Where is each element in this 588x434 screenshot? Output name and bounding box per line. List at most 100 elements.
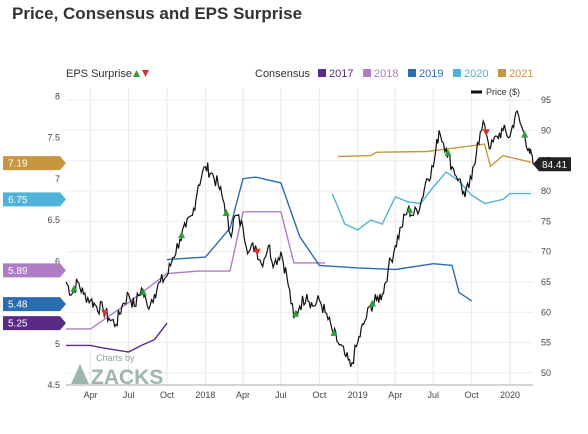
eps-badge-5.48: 5.48 [3, 297, 66, 312]
up-arrow-icon [521, 130, 529, 138]
eps-surprise-up-marker [222, 208, 230, 216]
eps-surprise-down-marker [101, 309, 109, 317]
left-tick-label: 7 [55, 174, 60, 184]
eps-badges: 7.19 6.75 5.89 5.48 5.25 84.41 [3, 156, 571, 331]
eps-badge-6.75: 6.75 [3, 192, 66, 207]
watermark-big: ZACKS [91, 366, 163, 389]
eps-badge-5.89: 5.89 [3, 263, 66, 278]
x-tick-label: Jul [427, 390, 439, 400]
down-arrow-icon [253, 248, 261, 256]
legend-swatch-2017 [318, 69, 326, 77]
eps-surprise-down-marker [253, 248, 261, 256]
eps-down-arrow-icon [142, 70, 149, 77]
consensus-label: Consensus [255, 68, 311, 80]
eps-surprise-up-marker [70, 284, 78, 292]
legend-label-2019: 2019 [419, 68, 443, 80]
eps-surprise-up-marker [139, 288, 147, 296]
eps-badge-7.19: 7.19 [3, 156, 66, 171]
labels: EPS Surprise Consensus 2017 2018 2019 2020 2… [3, 68, 571, 389]
x-tick-label: 2019 [348, 390, 368, 400]
x-tick-label: 2020 [500, 390, 520, 400]
right-tick-label: 90 [541, 125, 551, 135]
current-price-shape [533, 157, 571, 172]
down-arrow-icon [482, 129, 490, 137]
consensus-line-2017 [66, 322, 168, 353]
up-arrow-icon [222, 208, 230, 216]
eps-badge-text: 5.25 [8, 319, 28, 330]
x-tick-label: Oct [312, 390, 327, 400]
down-arrow-icon [101, 309, 109, 317]
right-tick-label: 55 [541, 338, 551, 348]
up-arrow-icon [292, 309, 300, 317]
price-legend-label: Price ($) [486, 87, 520, 97]
up-arrow-icon [139, 288, 147, 296]
eps-badge-shape [3, 297, 66, 312]
right-tick-label: 50 [541, 368, 551, 378]
eps-surprise-up-marker [444, 148, 452, 156]
legend-label-2018: 2018 [374, 68, 398, 80]
eps-badge-text: 6.75 [8, 195, 28, 206]
legend-label-2021: 2021 [509, 68, 533, 80]
up-arrow-icon [444, 148, 452, 156]
eps-surprise-up-marker [521, 130, 529, 138]
left-tick-label: 5 [55, 339, 60, 349]
up-arrow-icon [330, 328, 338, 336]
watermark-small: Charts by [96, 353, 135, 363]
zacks-logo-icon [71, 364, 89, 384]
x-tick-label: Jul [123, 390, 135, 400]
up-arrow-icon [405, 205, 413, 213]
consensus-line-2019 [166, 176, 473, 302]
eps-badge-shape [3, 192, 66, 207]
eps-badge-shape [3, 263, 66, 278]
x-tick-label: 2018 [195, 390, 215, 400]
legend-label-2020: 2020 [464, 68, 488, 80]
eps-surprise-up-marker [405, 205, 413, 213]
x-tick-label: Apr [236, 390, 250, 400]
eps-badge-text: 5.89 [8, 266, 28, 277]
page-title: Price, Consensus and EPS Surprise [12, 4, 303, 23]
legend-label-2017: 2017 [329, 68, 353, 80]
left-tick-label: 7.5 [47, 133, 60, 143]
right-tick-label: 75 [541, 216, 551, 226]
eps-surprise-up-marker [292, 309, 300, 317]
eps-surprise-up-marker [330, 328, 338, 336]
legend-swatch-2018 [363, 69, 371, 77]
right-tick-label: 60 [541, 307, 551, 317]
consensus-line-2020 [331, 171, 531, 231]
current-price-badge: 84.41 [533, 157, 571, 172]
left-tick-label: 6 [55, 256, 60, 266]
legend: 2017 2018 2019 2020 2021 [318, 68, 533, 80]
current-price-text: 84.41 [542, 160, 567, 171]
x-tick-label: Apr [388, 390, 402, 400]
x-tick-label: Oct [465, 390, 480, 400]
eps-surprise-markers [70, 129, 529, 336]
eps-surprise-down-marker [482, 129, 490, 137]
x-tick-label: Oct [160, 390, 175, 400]
up-arrow-icon [178, 231, 186, 239]
right-tick-label: 65 [541, 277, 551, 287]
up-arrow-icon [70, 284, 78, 292]
eps-badge-text: 5.48 [8, 300, 28, 311]
right-tick-label: 70 [541, 247, 551, 257]
eps-up-arrow-icon [133, 70, 140, 77]
right-tick-label: 95 [541, 95, 551, 105]
eps-badge-text: 7.19 [8, 159, 28, 170]
consensus-lines [66, 143, 532, 353]
left-tick-label: 8 [55, 91, 60, 101]
eps-badge-5.25: 5.25 [3, 316, 66, 331]
up-arrow-icon [368, 299, 376, 307]
eps-surprise-up-marker [368, 299, 376, 307]
left-tick-label: 6.5 [47, 215, 60, 225]
eps-badge-shape [3, 316, 66, 331]
x-tick-label: Apr [84, 390, 98, 400]
legend-swatch-2019 [408, 69, 416, 77]
consensus-line-2018 [66, 211, 326, 330]
eps-badge-shape [3, 156, 66, 171]
watermark: Charts by ZACKS [71, 353, 163, 389]
left-tick-label: 4.5 [47, 380, 60, 390]
right-tick-label: 80 [541, 186, 551, 196]
x-tick-label: Jul [275, 390, 287, 400]
legend-swatch-2021 [498, 69, 506, 77]
